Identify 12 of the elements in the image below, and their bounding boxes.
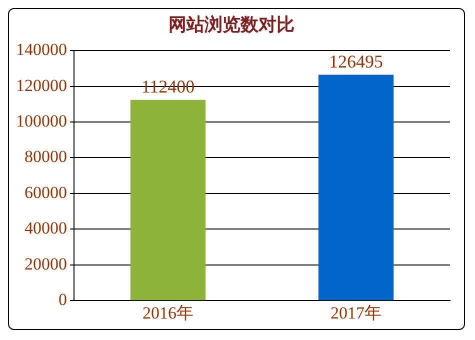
y-tick-label: 40000 <box>24 218 67 238</box>
y-tick-label: 60000 <box>24 182 67 202</box>
y-tick-label: 0 <box>58 290 67 310</box>
y-tick-label: 120000 <box>16 76 67 95</box>
y-tick-label: 100000 <box>16 111 67 130</box>
y-tick-label: 140000 <box>16 40 67 60</box>
y-tick-label: 80000 <box>24 147 67 166</box>
x-tick-label: 2016年 <box>142 303 194 322</box>
y-tick-label: 20000 <box>24 254 67 274</box>
chart-title: 网站浏览数对比 <box>168 14 294 34</box>
x-tick-label: 2017年 <box>330 303 382 322</box>
data-label: 126495 <box>329 51 383 72</box>
